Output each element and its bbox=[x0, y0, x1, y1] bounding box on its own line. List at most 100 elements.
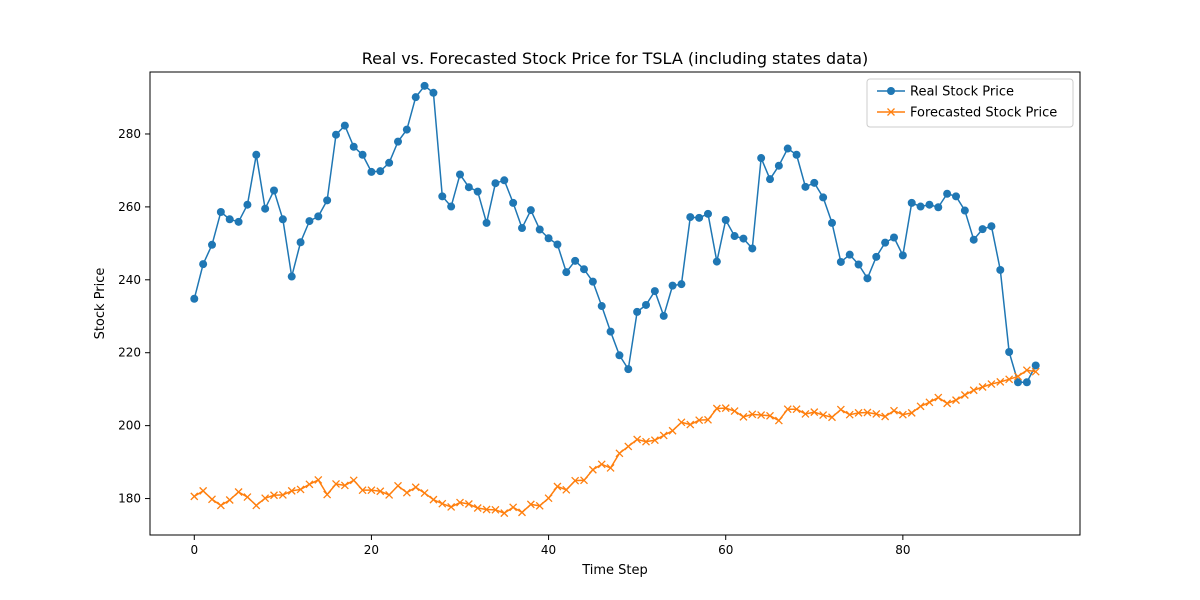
data-point bbox=[526, 500, 535, 509]
data-point bbox=[438, 499, 447, 508]
x-axis: 0 20 40 60 80 bbox=[190, 535, 910, 557]
data-point bbox=[411, 93, 420, 102]
data-point bbox=[730, 407, 739, 416]
data-point bbox=[916, 402, 925, 411]
data-point bbox=[960, 391, 969, 399]
data-point bbox=[766, 411, 774, 420]
data-point bbox=[1031, 361, 1040, 370]
data-point bbox=[190, 294, 199, 303]
data-point bbox=[349, 142, 358, 151]
data-point bbox=[650, 436, 659, 445]
legend-item: Forecasted Stock Price bbox=[877, 106, 1057, 121]
chart-title: Real vs. Forecasted Stock Price for TSLA… bbox=[362, 49, 869, 68]
y-tick-label: 260 bbox=[118, 200, 141, 214]
data-point bbox=[943, 399, 952, 408]
data-point bbox=[509, 198, 518, 207]
data-point bbox=[199, 486, 208, 495]
x-tick-label: 80 bbox=[895, 543, 910, 557]
data-point bbox=[571, 476, 580, 485]
data-point bbox=[500, 509, 509, 518]
data-point bbox=[225, 215, 234, 224]
data-point bbox=[429, 88, 438, 97]
data-point bbox=[943, 189, 952, 198]
data-point bbox=[606, 463, 615, 472]
data-point bbox=[482, 218, 491, 227]
data-point bbox=[952, 396, 960, 405]
y-tick-label: 200 bbox=[118, 419, 141, 433]
data-point bbox=[500, 176, 509, 185]
data-point bbox=[411, 483, 420, 492]
data-point bbox=[464, 183, 473, 192]
data-point bbox=[686, 213, 695, 222]
data-point bbox=[376, 167, 385, 176]
data-point bbox=[845, 410, 854, 419]
data-point bbox=[509, 503, 518, 512]
data-point bbox=[305, 480, 314, 489]
data-point bbox=[456, 170, 464, 179]
data-point bbox=[748, 244, 757, 253]
data-point bbox=[261, 494, 270, 503]
data-point bbox=[287, 272, 296, 281]
data-point bbox=[668, 426, 677, 435]
data-point bbox=[340, 481, 349, 490]
data-point bbox=[491, 179, 500, 188]
data-point bbox=[243, 200, 252, 209]
series-line bbox=[193, 369, 1036, 514]
data-point bbox=[332, 480, 340, 488]
x-axis-label: Time Step bbox=[581, 563, 648, 578]
data-point bbox=[358, 150, 367, 159]
data-point bbox=[553, 482, 562, 491]
data-point bbox=[810, 178, 819, 187]
data-point bbox=[783, 144, 792, 153]
data-point bbox=[190, 492, 199, 501]
data-point bbox=[872, 252, 881, 261]
x-tick-label: 40 bbox=[541, 543, 556, 557]
data-point bbox=[757, 411, 766, 420]
data-point bbox=[1014, 372, 1022, 381]
data-point bbox=[757, 154, 766, 163]
data-point bbox=[287, 486, 296, 495]
data-point bbox=[881, 412, 890, 421]
data-point bbox=[376, 487, 385, 496]
data-point bbox=[978, 225, 987, 234]
data-point bbox=[208, 495, 216, 504]
data-point bbox=[464, 500, 473, 508]
data-point bbox=[969, 386, 978, 395]
data-point bbox=[907, 408, 916, 417]
data-point bbox=[969, 235, 978, 244]
data-point bbox=[597, 460, 606, 469]
data-point bbox=[1005, 347, 1014, 356]
data-point bbox=[234, 217, 243, 226]
data-point bbox=[473, 504, 482, 512]
data-point bbox=[642, 300, 650, 309]
data-point bbox=[553, 240, 562, 249]
data-point bbox=[580, 265, 588, 274]
data-point bbox=[1005, 375, 1014, 384]
data-point bbox=[429, 495, 438, 504]
data-point bbox=[898, 410, 907, 419]
data-point bbox=[739, 234, 748, 243]
data-point bbox=[774, 161, 783, 170]
data-point bbox=[571, 256, 580, 265]
data-point bbox=[916, 202, 925, 211]
data-point bbox=[624, 442, 633, 451]
legend-marker bbox=[887, 108, 895, 116]
data-point bbox=[712, 257, 721, 266]
data-point bbox=[394, 481, 402, 490]
data-point bbox=[890, 233, 898, 242]
data-point bbox=[721, 404, 730, 413]
data-point bbox=[925, 200, 934, 209]
data-point bbox=[633, 435, 642, 444]
data-point bbox=[934, 203, 943, 212]
data-point bbox=[996, 377, 1005, 386]
data-point bbox=[447, 502, 456, 511]
data-point bbox=[314, 475, 323, 484]
data-point bbox=[208, 240, 216, 249]
data-point bbox=[402, 488, 411, 497]
data-point bbox=[934, 393, 943, 402]
data-point bbox=[323, 196, 332, 205]
data-point bbox=[650, 287, 659, 296]
data-point bbox=[615, 351, 624, 360]
legend-label: Real Stock Price bbox=[910, 85, 1014, 100]
